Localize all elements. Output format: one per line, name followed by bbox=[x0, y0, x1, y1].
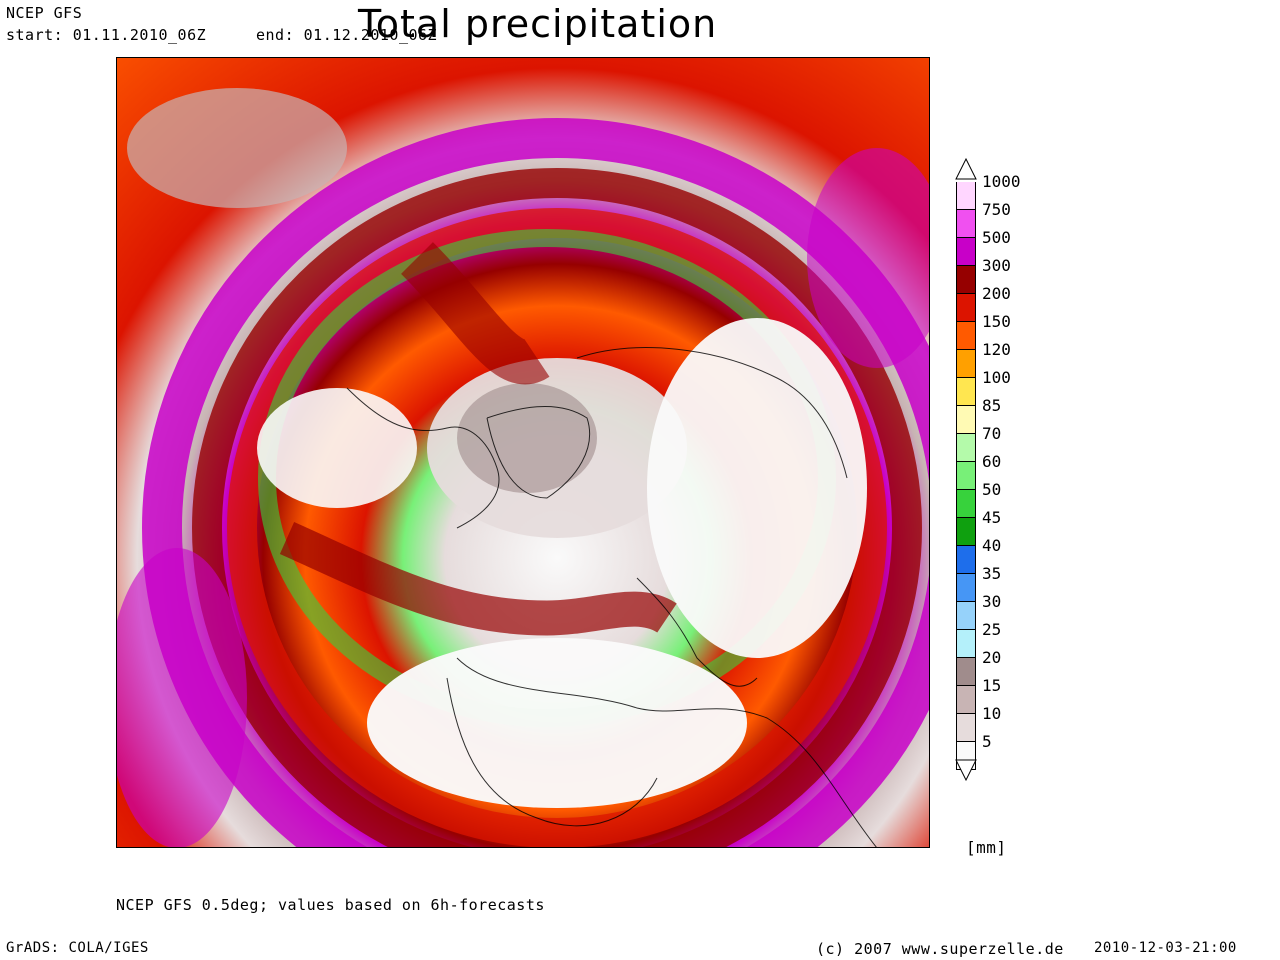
legend-swatch bbox=[956, 378, 976, 406]
legend-swatch bbox=[956, 630, 976, 658]
legend-label: 5 bbox=[982, 732, 992, 751]
legend-swatch bbox=[956, 658, 976, 686]
legend-label: 10 bbox=[982, 704, 1002, 723]
legend-label: 200 bbox=[982, 284, 1011, 303]
legend-swatch bbox=[956, 210, 976, 238]
coastlines bbox=[346, 347, 877, 847]
legend-label: 1000 bbox=[982, 172, 1021, 191]
legend-label: 500 bbox=[982, 228, 1011, 247]
legend-swatch bbox=[956, 462, 976, 490]
model-label: NCEP GFS bbox=[6, 4, 83, 22]
legend-label: 50 bbox=[982, 480, 1002, 499]
polar-stereographic-field bbox=[117, 58, 929, 847]
legend-label: 100 bbox=[982, 368, 1011, 387]
precipitation-map bbox=[116, 57, 930, 848]
legend-label: 35 bbox=[982, 564, 1002, 583]
legend-swatch bbox=[956, 322, 976, 350]
copyright: (c) 2007 www.superzelle.de bbox=[816, 940, 1064, 958]
legend-swatch bbox=[956, 714, 976, 742]
legend-swatch bbox=[956, 238, 976, 266]
end-date: end: 01.12.2010_06Z bbox=[256, 26, 438, 44]
legend-label: 25 bbox=[982, 620, 1002, 639]
legend-label: 45 bbox=[982, 508, 1002, 527]
legend-label: 40 bbox=[982, 536, 1002, 555]
legend-label: 150 bbox=[982, 312, 1011, 331]
legend-label: 15 bbox=[982, 676, 1002, 695]
legend-label: 70 bbox=[982, 424, 1002, 443]
legend-bottom-arrow bbox=[955, 759, 977, 781]
legend-top-arrow bbox=[955, 158, 977, 180]
unit-label: [mm] bbox=[966, 838, 1007, 857]
legend-swatch bbox=[956, 350, 976, 378]
grads-credit: GrADS: COLA/IGES bbox=[6, 940, 149, 956]
legend-swatch bbox=[956, 518, 976, 546]
legend-swatch bbox=[956, 266, 976, 294]
legend-swatch bbox=[956, 574, 976, 602]
legend-label: 60 bbox=[982, 452, 1002, 471]
legend-swatch bbox=[956, 406, 976, 434]
legend-label: 120 bbox=[982, 340, 1011, 359]
legend-swatch bbox=[956, 434, 976, 462]
legend-label: 30 bbox=[982, 592, 1002, 611]
legend-label: 20 bbox=[982, 648, 1002, 667]
start-date: start: 01.11.2010_06Z bbox=[6, 26, 207, 44]
legend-swatch bbox=[956, 490, 976, 518]
map-title: Total precipitation bbox=[358, 2, 718, 46]
legend-swatch bbox=[956, 546, 976, 574]
legend-swatch bbox=[956, 686, 976, 714]
legend-swatch bbox=[956, 182, 976, 210]
legend-label: 750 bbox=[982, 200, 1011, 219]
legend-swatch bbox=[956, 602, 976, 630]
legend-label: 85 bbox=[982, 396, 1002, 415]
timestamp: 2010-12-03-21:00 bbox=[1094, 940, 1237, 956]
footer-note: NCEP GFS 0.5deg; values based on 6h-fore… bbox=[116, 896, 545, 914]
legend-label: 300 bbox=[982, 256, 1011, 275]
legend-swatch bbox=[956, 294, 976, 322]
